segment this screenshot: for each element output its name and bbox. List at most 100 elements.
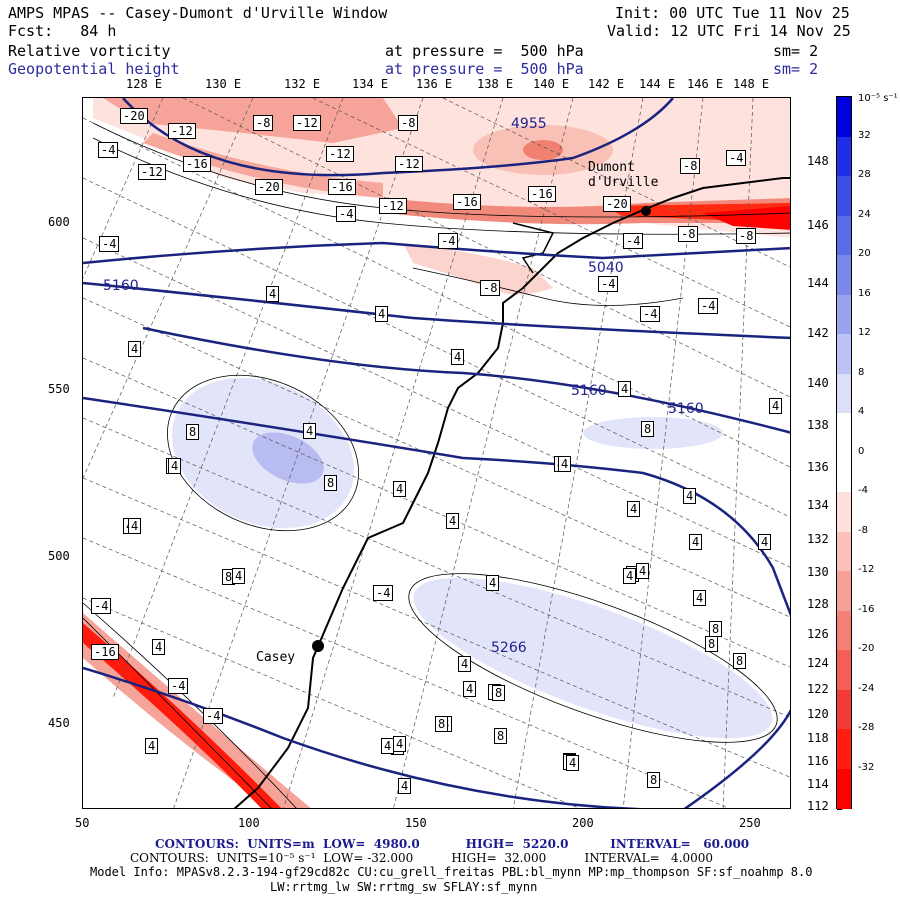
title: AMPS MPAS -- Casey-Dumont d'Urville Wind… <box>8 4 388 22</box>
right-lon-label: 118 E <box>807 731 844 745</box>
vorticity-strong-band <box>703 206 790 230</box>
vort-label: 4 <box>769 398 783 414</box>
vort-label: 8 <box>494 728 508 744</box>
vorticity-strong-band-sw <box>83 613 311 808</box>
lon-label: 132 E <box>284 77 321 91</box>
vort-label: 4 <box>463 681 477 697</box>
footer-model-info: Model Info: MPASv8.2.3-194-gf29cd82c CU:… <box>90 865 813 879</box>
vort-label: -16 <box>453 194 481 210</box>
x-tick-label: 200 <box>572 816 594 830</box>
y-tick-label: 500 <box>48 549 70 563</box>
height-label: 5160 <box>668 401 704 417</box>
right-lon-label: 136 E <box>807 460 844 474</box>
vort-label: 4 <box>398 778 412 794</box>
colorbar-segment <box>837 610 851 651</box>
footer-vort-contours: CONTOURS: UNITS=10⁻⁵ s⁻¹ LOW= -32.000 HI… <box>130 851 714 865</box>
vort-label: -8 <box>253 115 274 131</box>
colorbar-tick-label: 12 <box>858 327 871 338</box>
colorbar <box>836 96 852 809</box>
vort-label: -4 <box>640 306 661 322</box>
vorticity-red-area <box>143 133 383 198</box>
lon-label: 138 E <box>477 77 514 91</box>
vort-label: -4 <box>373 585 394 601</box>
vort-label: 4 <box>393 481 407 497</box>
colorbar-tick-label: -12 <box>858 564 875 575</box>
colorbar-segment <box>837 452 851 493</box>
vort-label: -8 <box>736 228 757 244</box>
vort-label: 4 <box>451 349 465 365</box>
station-label-durville: Dumont d'Urville <box>588 160 659 190</box>
vort-label: 8 <box>709 621 723 637</box>
x-tick-label: 100 <box>238 816 260 830</box>
right-lon-label: 128 E <box>807 597 844 611</box>
right-lon-label: 126 E <box>807 627 844 641</box>
colorbar-segment <box>837 650 851 690</box>
field1-level: at pressure = 500 hPa <box>385 42 584 60</box>
lon-label: 134 E <box>352 77 389 91</box>
right-lon-label: 134 E <box>807 498 844 512</box>
colorbar-tick-label: -16 <box>858 603 875 615</box>
vort-label: -20 <box>603 196 631 212</box>
height-label: 5160 <box>571 383 607 399</box>
vorticity-strong-band-sw <box>83 623 282 808</box>
vort-label: 4 <box>689 534 703 550</box>
lon-label: 140 E <box>533 77 570 91</box>
vort-label: -12 <box>379 198 407 214</box>
colorbar-segment <box>837 215 851 256</box>
vort-label: -20 <box>120 108 148 124</box>
vort-label: 4 <box>446 513 460 529</box>
y-tick-label: 600 <box>48 215 70 229</box>
right-lon-label: 122 E <box>807 682 844 696</box>
vort-label: -12 <box>138 164 166 180</box>
vort-label: 4 <box>128 518 142 534</box>
vort-label: 4 <box>458 656 472 672</box>
lon-label: 146 E <box>687 77 724 91</box>
vort-label: -12 <box>168 123 196 139</box>
vort-label: -4 <box>726 150 747 166</box>
vorticity-red-area <box>523 140 563 160</box>
vort-label: 8 <box>186 424 200 440</box>
right-lon-label: 144 E <box>807 276 844 290</box>
vort-label: -16 <box>183 156 211 172</box>
vort-label: -4 <box>598 276 619 292</box>
lon-label: 148 E <box>733 77 770 91</box>
colorbar-tick-label: 0 <box>858 445 865 457</box>
footer-height-contours: CONTOURS: UNITS=m LOW= 4980.0 HIGH= 5220… <box>155 837 750 851</box>
colorbar-tick-label: 24 <box>858 208 871 220</box>
vort-label: 8 <box>324 475 338 491</box>
vort-label: 8 <box>435 716 449 732</box>
vort-label: 4 <box>758 534 772 550</box>
vort-label: 4 <box>623 568 637 584</box>
vort-label: -12 <box>293 115 321 131</box>
vort-label: 4 <box>627 501 641 517</box>
colorbar-tick-label: -32 <box>858 761 875 773</box>
init-time: Init: 00 UTC Tue 11 Nov 25 <box>615 4 850 22</box>
colorbar-tick-label: 8 <box>858 366 865 378</box>
colorbar-tick-label: -8 <box>858 524 868 536</box>
vort-label: -8 <box>680 158 701 174</box>
colorbar-segment <box>837 294 851 335</box>
colorbar-segment <box>837 136 851 177</box>
right-lon-label: 142 E <box>807 326 844 340</box>
colorbar-segment <box>837 729 851 769</box>
y-tick-label: 550 <box>48 382 70 396</box>
field1-name: Relative vorticity <box>8 42 171 60</box>
colorbar-segment <box>837 413 851 453</box>
forecast-hour: Fcst: 84 h <box>8 22 117 40</box>
vort-label: 4 <box>168 458 182 474</box>
vort-label: -16 <box>328 179 356 195</box>
colorbar-segment <box>837 571 851 611</box>
vort-label: 4 <box>486 575 500 591</box>
colorbar-segment <box>837 97 851 137</box>
right-lon-label: 116 E <box>807 754 844 768</box>
right-lon-label: 112 E <box>807 799 844 813</box>
colorbar-segment <box>837 689 851 730</box>
vort-label: -4 <box>623 233 644 249</box>
vort-label: 4 <box>232 568 246 584</box>
coastline <box>512 222 555 274</box>
vort-label: 4 <box>266 286 280 302</box>
vort-label: -4 <box>698 298 719 314</box>
casey-marker <box>312 640 324 652</box>
lon-label: 144 E <box>639 77 676 91</box>
station-label-casey: Casey <box>256 650 296 665</box>
